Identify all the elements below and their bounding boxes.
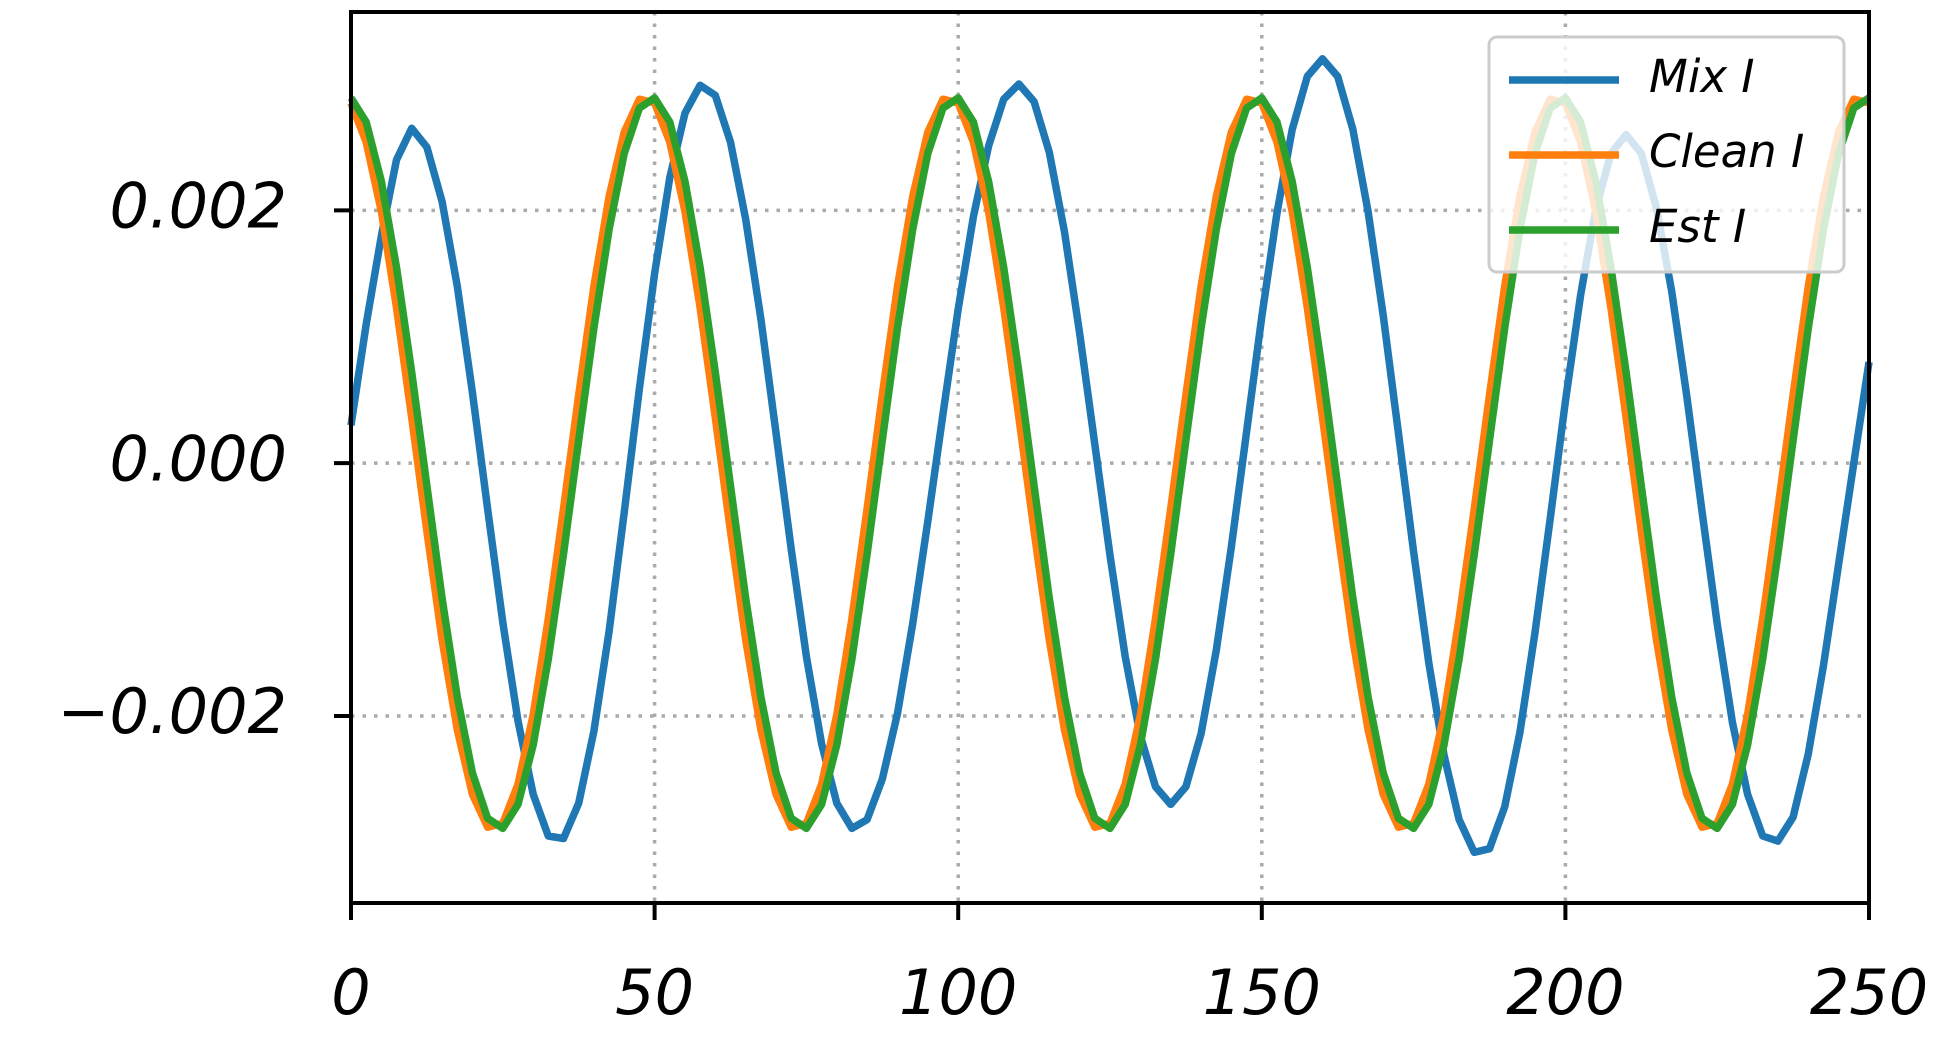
line-series xyxy=(347,94,1872,833)
legend: Mix I Clean I Est I xyxy=(1487,35,1846,274)
x-tick-label: 0 xyxy=(331,956,370,1029)
legend-label: Clean I xyxy=(1649,125,1804,178)
legend-box xyxy=(1487,35,1846,274)
x-tick-label: 100 xyxy=(899,956,1017,1029)
y-tick-label: −0.002 xyxy=(58,675,287,748)
x-tick-label: 150 xyxy=(1203,956,1321,1029)
plot-frame xyxy=(349,10,1871,905)
y-tick-label: 0.000 xyxy=(110,422,288,495)
legend-label: Est I xyxy=(1649,200,1746,253)
legend-label: Mix I xyxy=(1649,50,1755,103)
y-tick-label: 0.002 xyxy=(110,170,288,243)
x-tick-label: 200 xyxy=(1506,956,1624,1029)
x-tick-label: 50 xyxy=(615,956,694,1029)
x-tick-label: 250 xyxy=(1810,956,1928,1029)
